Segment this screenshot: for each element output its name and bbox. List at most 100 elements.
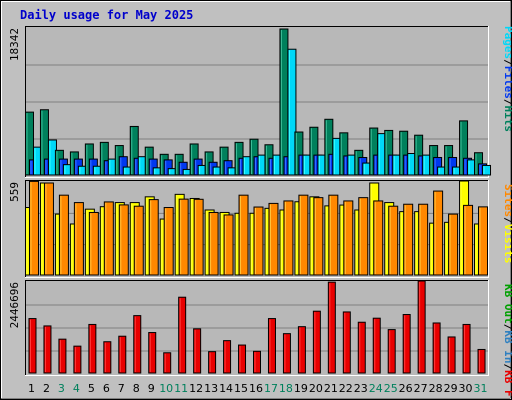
legend-visits: Visits <box>502 224 512 264</box>
legend-files: Files <box>502 66 512 99</box>
bar-kb-f-day-31 <box>477 348 486 374</box>
legend-kb-f: KB F <box>502 370 512 397</box>
day-label-16: 16 <box>249 382 263 395</box>
bar-sites-day-17 <box>268 202 279 276</box>
legend-group-1: Pages/Files/Hits <box>502 26 512 132</box>
legend-separator: / <box>502 99 512 106</box>
bar-kb-f-day-26 <box>402 314 411 374</box>
bar-kb-f-day-11 <box>178 296 187 374</box>
day-label-13: 13 <box>204 382 218 395</box>
bar-kb-f-day-27 <box>417 280 426 374</box>
legend-kb-out: KB Out <box>502 284 512 324</box>
day-label-25: 25 <box>384 382 398 395</box>
bar-sites-day-23 <box>358 197 369 276</box>
bar-kb-f-day-17 <box>267 318 276 374</box>
legend-separator: / <box>502 324 512 331</box>
bar-kb-f-day-19 <box>297 326 306 374</box>
day-label-6: 6 <box>103 382 110 395</box>
day-label-10: 10 <box>159 382 173 395</box>
day-label-9: 9 <box>148 382 155 395</box>
day-label-3: 3 <box>58 382 65 395</box>
bar-sites-day-10 <box>163 207 174 276</box>
bar-sites-day-25 <box>388 205 399 276</box>
day-label-17: 17 <box>264 382 278 395</box>
day-label-14: 14 <box>219 382 233 395</box>
bar-sites-day-8 <box>133 205 144 276</box>
bar-sites-day-29 <box>448 213 459 276</box>
bar-sites-day-4 <box>73 202 84 276</box>
bar-sites-day-12 <box>193 198 204 276</box>
day-label-19: 19 <box>294 382 308 395</box>
bar-sites-day-6 <box>103 201 114 276</box>
bar-kb-f-day-22 <box>342 311 351 374</box>
day-label-2: 2 <box>43 382 50 395</box>
day-label-12: 12 <box>189 382 203 395</box>
bar-kb-f-day-12 <box>193 328 202 374</box>
bar-kb-f-day-21 <box>327 281 336 374</box>
day-label-23: 23 <box>354 382 368 395</box>
legend-hits: Hits <box>502 106 512 133</box>
bar-kb-f-day-8 <box>133 315 142 374</box>
scale-max-label: 559 <box>8 182 21 202</box>
bar-kb-f-day-5 <box>88 323 97 374</box>
chart-title: Daily usage for May 2025 <box>20 8 193 22</box>
day-label-8: 8 <box>133 382 140 395</box>
bar-sites-day-24 <box>373 200 384 276</box>
bar-sites-day-18 <box>283 200 294 276</box>
bar-sites-day-3 <box>58 194 69 276</box>
scale-max-label: 2446696 <box>8 282 21 328</box>
bar-sites-day-27 <box>418 203 429 276</box>
bar-kb-f-day-14 <box>223 340 232 374</box>
bar-sites-day-19 <box>298 194 309 276</box>
panel-kb: 2446696 <box>8 280 489 376</box>
day-label-28: 28 <box>429 382 443 395</box>
bar-kb-f-day-24 <box>372 317 381 374</box>
day-label-5: 5 <box>88 382 95 395</box>
day-label-15: 15 <box>234 382 248 395</box>
bar-sites-day-14 <box>223 214 234 276</box>
legend-separator: / <box>502 59 512 66</box>
day-label-1: 1 <box>28 382 35 395</box>
bar-sites-day-9 <box>148 199 159 276</box>
bar-kb-f-day-18 <box>282 333 291 374</box>
bar-kb-f-day-15 <box>238 344 247 374</box>
bar-sites-day-15 <box>238 194 249 276</box>
bar-sites-day-11 <box>178 198 189 276</box>
day-label-31: 31 <box>474 382 488 395</box>
bar-kb-f-day-29 <box>447 336 456 374</box>
panel-hits-files-pages: 18342 <box>8 26 492 178</box>
bar-sites-day-2 <box>43 182 54 276</box>
bar-kb-f-day-2 <box>43 325 52 374</box>
bar-sites-day-7 <box>118 204 129 276</box>
day-label-29: 29 <box>444 382 458 395</box>
legend-separator: / <box>502 364 512 371</box>
bar-kb-f-day-30 <box>462 323 471 374</box>
bar-kb-f-day-4 <box>73 345 82 374</box>
bar-kb-f-day-1 <box>28 318 37 374</box>
bar-kb-f-day-25 <box>387 329 396 374</box>
bar-sites-day-20 <box>313 197 324 276</box>
legend-group-3: KB Out/KB In/KB F <box>502 284 512 397</box>
legend-kb-in: KB In <box>502 330 512 363</box>
bar-sites-day-16 <box>253 206 264 276</box>
day-label-4: 4 <box>73 382 80 395</box>
bar-kb-f-day-10 <box>163 352 172 374</box>
bar-sites-day-5 <box>88 211 99 276</box>
bar-sites-day-21 <box>328 194 339 276</box>
bar-sites-day-28 <box>433 190 444 276</box>
day-label-18: 18 <box>279 382 293 395</box>
bar-kb-f-day-28 <box>432 322 441 374</box>
bar-kb-f-day-23 <box>357 321 366 374</box>
bar-kb-f-day-13 <box>208 351 217 374</box>
scale-max-label: 18342 <box>8 28 21 61</box>
day-label-21: 21 <box>324 382 338 395</box>
legend-group-2: Sites/Visits <box>502 184 512 264</box>
day-label-11: 11 <box>174 382 188 395</box>
day-label-24: 24 <box>369 382 383 395</box>
bar-kb-f-day-7 <box>118 335 127 374</box>
bar-sites-day-30 <box>463 204 474 276</box>
bar-pages-day-18 <box>287 48 297 176</box>
